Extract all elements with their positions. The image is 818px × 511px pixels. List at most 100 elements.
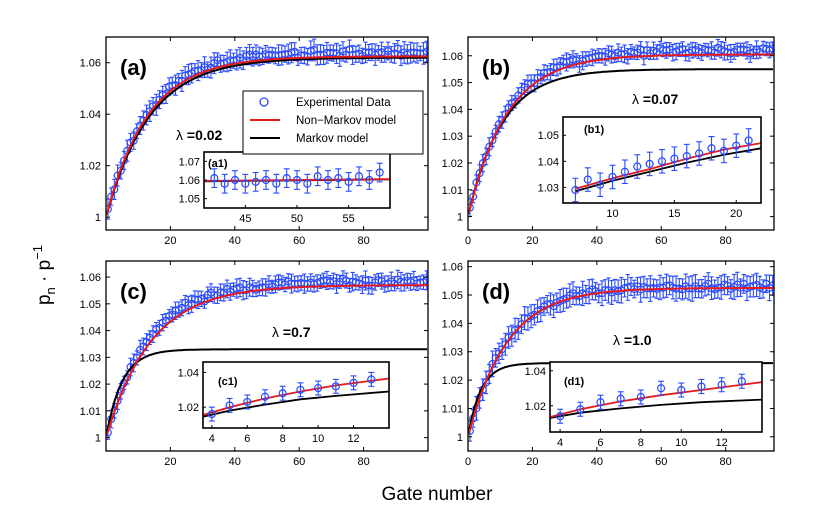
inset-b-nonmarkov-line	[575, 142, 761, 190]
inset-a-data-point	[282, 174, 291, 183]
panel-a-markov-line	[106, 56, 427, 216]
panel-a-ytick-label: 1.06	[80, 58, 101, 70]
panel-d-ytick-label: 1.03	[442, 347, 463, 359]
legend-label-markov: Markov model	[296, 133, 368, 145]
inset-c-xtick-label: 4	[209, 433, 215, 445]
panel-b-lambda: λ =0.07	[632, 91, 679, 107]
panel-c-markov-line	[106, 348, 427, 435]
panel-c-xtick-label: 20	[164, 456, 176, 468]
panel-a-ytick-label: 1.02	[80, 161, 101, 173]
inset-a-data-point	[251, 177, 260, 186]
inset-a-data-point	[334, 174, 343, 183]
inset-d-data-point	[656, 384, 666, 393]
inset-b-label: (b1)	[584, 124, 605, 136]
inset-c-data-point	[225, 401, 234, 410]
inset-a-data-point	[313, 172, 322, 181]
inset-a: 45 50 55 1.05 1.06 1.07 (a1)	[179, 151, 391, 225]
inset-b-plot-area	[571, 128, 761, 203]
inset-b-frame	[562, 116, 762, 204]
inset-c: 4 6 8 10 12 1.02 1.04 (c1)	[178, 361, 390, 445]
panel-c-frame	[105, 260, 429, 452]
panel-c-ytick-label: 1.03	[80, 352, 101, 364]
panel-c: 20 40 60 80 1 1.01 1.02 1.03 1.04 1.05 1.06 (c) λ =0…	[80, 260, 429, 468]
inset-c-data-point	[243, 397, 252, 407]
inset-a-data-point	[292, 175, 302, 185]
inset-b-data-point	[670, 154, 679, 163]
panel-a-ytick-label: 1	[95, 212, 101, 224]
panel-d-lambda-symbol: λ	[613, 332, 624, 348]
inset-b-data-point	[620, 167, 629, 176]
inset-a-data-point	[344, 177, 353, 186]
inset-d: 4 6 8 10 12 1.02 1.04 (d1)	[525, 361, 763, 449]
y-axis-label-sub: n	[43, 287, 58, 294]
inset-b-ytick-label: 1.05	[538, 130, 559, 142]
inset-c-markov-line	[203, 390, 389, 418]
panel-a-xtick-label: 40	[229, 235, 241, 247]
panel-a-ytick-label: 1.04	[80, 109, 101, 121]
inset-b-data-point	[719, 146, 728, 155]
legend-label-nonmarkov: Non−Markov model	[296, 115, 396, 127]
panel-d-ytick-label: 1.05	[442, 290, 463, 302]
inset-d-ytick-label: 1.04	[525, 366, 546, 378]
panel-b-ytick-label: 1.03	[442, 131, 463, 143]
inset-a-plot-area	[204, 162, 390, 194]
panel-c-ytick-label: 1.02	[80, 379, 101, 391]
inset-b-ytick-label: 1.04	[538, 156, 559, 168]
inset-c-data-point	[260, 392, 270, 401]
inset-b-data-point	[732, 141, 741, 150]
inset-d-ytick-label: 1.02	[525, 401, 546, 413]
panel-b-frame	[467, 36, 775, 231]
panel-b: 0 20 40 60 80 1 1.01 1.02 1.03 1.04 1.05 1.06 (b) λ =…	[442, 36, 775, 247]
panel-b-xtick-label: 0	[465, 235, 471, 247]
panel-b-ytick-label: 1.06	[442, 51, 463, 63]
y-axis-label-mid: · p	[34, 260, 55, 287]
panel-b-ytick-label: 1.01	[442, 185, 463, 197]
inset-b-ytick-label: 1.03	[538, 182, 559, 194]
inset-b-data-point	[682, 151, 691, 161]
panel-d-nonmarkov-line	[468, 287, 773, 435]
panel-c-xtick-label: 60	[293, 456, 305, 468]
inset-c-data-point	[367, 375, 376, 384]
inset-a-data-point	[354, 172, 364, 181]
panel-b-lambda-symbol: λ	[632, 91, 643, 107]
inset-d-frame	[549, 361, 763, 433]
y-axis-label: pn · p−1	[30, 245, 58, 305]
inset-b-data-point	[695, 149, 704, 158]
panel-d-xtick-label: 20	[526, 456, 538, 468]
panel-c-lambda-symbol: λ	[272, 324, 283, 340]
inset-c-frame	[202, 361, 390, 429]
panel-c-plot-area	[106, 269, 428, 440]
inset-b-data-point	[657, 157, 667, 166]
panel-c-lambda-value: =0.7	[283, 324, 311, 340]
panel-a-label: (a)	[120, 55, 147, 80]
panel-b-nonmarkov-line	[468, 53, 773, 215]
inset-d-xtick-label: 10	[675, 437, 687, 449]
legend-box	[242, 90, 424, 155]
panel-b-xtick-label: 20	[526, 235, 538, 247]
inset-a-xtick-label: 55	[343, 213, 355, 225]
inset-c-label: (c1)	[218, 376, 238, 388]
panel-b-data-point	[768, 44, 774, 53]
inset-c-data-point	[349, 378, 358, 387]
inset-b-data-point	[707, 144, 716, 153]
inset-a-data-point	[272, 179, 281, 188]
inset-b-data-point	[633, 162, 642, 171]
panel-d-lambda: λ =1.0	[613, 332, 652, 348]
inset-d-data-point	[596, 398, 605, 407]
panel-d-frame	[467, 260, 775, 452]
panel-a-frame	[105, 36, 429, 231]
panel-a-nonmarkov-line	[106, 55, 427, 215]
panel-c-ytick-label: 1.05	[80, 299, 101, 311]
panel-b-plot-area	[468, 38, 774, 217]
inset-a-data-point	[220, 179, 229, 188]
inset-b-data-point	[645, 159, 654, 169]
panel-c-ytick-label: 1.01	[80, 406, 101, 418]
inset-c-ytick-label: 1.04	[178, 367, 199, 379]
inset-c-data-point	[314, 383, 323, 393]
inset-c-data-point	[331, 382, 340, 391]
inset-c-xtick-label: 10	[312, 433, 324, 445]
panel-b-lambda-value: =0.07	[643, 91, 679, 107]
panel-c-label: (c)	[120, 279, 147, 304]
panel-c-ytick-label: 1.06	[80, 272, 101, 284]
inset-b-xtick-label: 15	[668, 208, 680, 220]
